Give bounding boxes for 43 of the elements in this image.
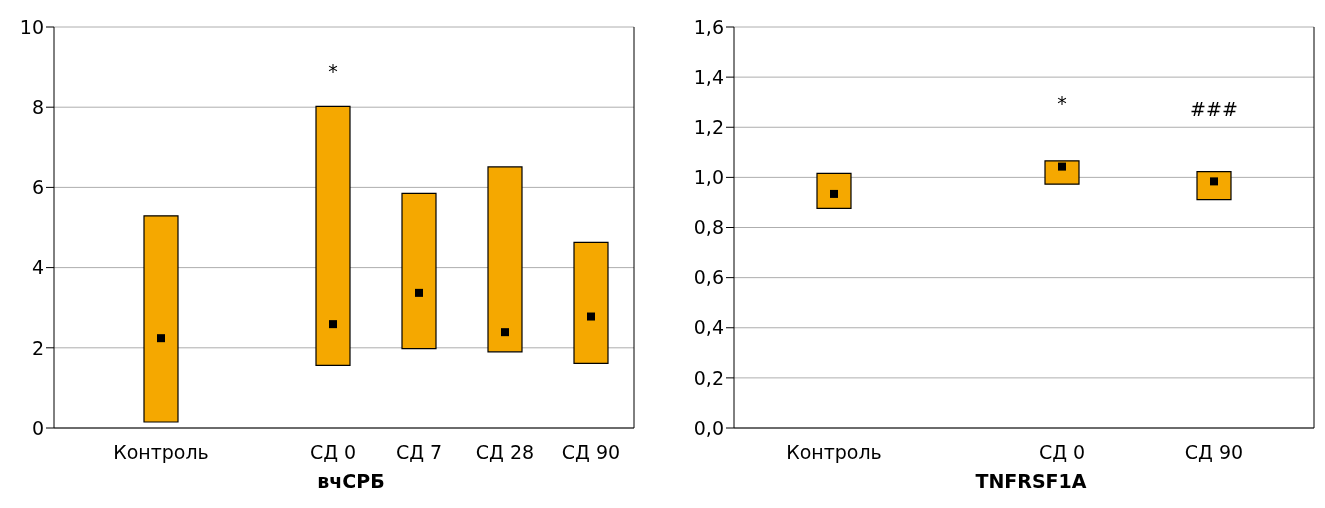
y-tick-label: 10 bbox=[19, 15, 44, 38]
y-tick-label: 0,6 bbox=[693, 266, 724, 289]
bar bbox=[401, 192, 437, 350]
point bbox=[501, 328, 509, 337]
bar bbox=[1196, 171, 1232, 201]
x-tick-label: Контроль bbox=[786, 441, 882, 464]
y-tick-label: 6 bbox=[31, 176, 44, 199]
x-tick-label: СД 28 bbox=[475, 441, 535, 464]
point bbox=[329, 320, 337, 329]
bar bbox=[573, 241, 609, 365]
x-tick-label: СД 0 bbox=[1038, 441, 1086, 464]
x-tick-label: СД 90 bbox=[561, 441, 621, 464]
y-tick-label: 8 bbox=[31, 95, 44, 118]
y-tick-label: 1,0 bbox=[693, 166, 724, 189]
point bbox=[1058, 162, 1066, 171]
point bbox=[157, 334, 165, 343]
x-tick-label: СД 7 bbox=[395, 441, 443, 464]
x-tick-label: СД 0 bbox=[309, 441, 357, 464]
bar bbox=[816, 172, 852, 210]
x-tick-label: Контроль bbox=[113, 441, 209, 464]
y-tick-label: 0,8 bbox=[693, 216, 724, 239]
annotation: * bbox=[328, 59, 338, 82]
bar bbox=[1044, 160, 1080, 185]
x-axis-title: вчСРБ bbox=[316, 470, 386, 492]
point bbox=[415, 288, 423, 297]
y-tick-label: 0,2 bbox=[693, 366, 724, 389]
bar bbox=[143, 215, 179, 423]
y-tick-label: 4 bbox=[31, 256, 44, 279]
y-tick-label: 0,0 bbox=[693, 416, 724, 439]
x-axis-title: TNFRSF1A bbox=[974, 470, 1088, 492]
annotation: ### bbox=[1190, 97, 1238, 120]
annotation: * bbox=[1057, 91, 1067, 114]
y-tick-label: 1,2 bbox=[693, 116, 724, 138]
y-tick-label: 1,4 bbox=[693, 65, 724, 88]
x-tick-label: СД 90 bbox=[1184, 441, 1244, 464]
point bbox=[587, 312, 595, 321]
y-tick-label: 0 bbox=[31, 416, 44, 439]
bar bbox=[487, 166, 523, 353]
y-tick-label: 1,6 bbox=[693, 15, 724, 38]
bar bbox=[315, 105, 351, 367]
point bbox=[830, 189, 838, 198]
y-tick-label: 2 bbox=[31, 336, 44, 359]
y-tick-label: 0,4 bbox=[693, 316, 724, 339]
